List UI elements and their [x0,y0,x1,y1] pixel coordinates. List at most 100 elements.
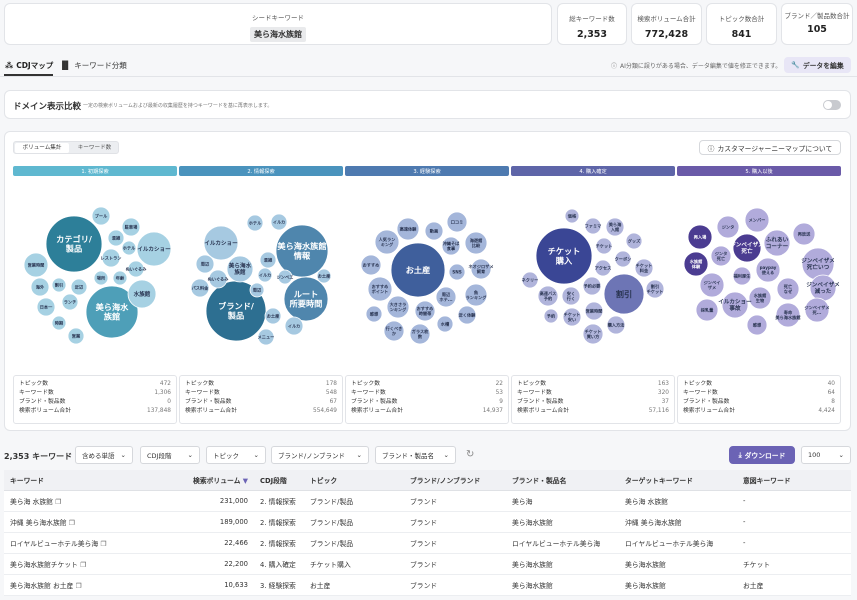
table-row[interactable]: 美ら海 水族館 ❐ 231,000 2. 情報探索 ブランド/製品 ブランド 美ら海 美ら海… [4,490,851,512]
phase-stat-row: トピック数 472 [19,380,171,389]
brand-count-value: 105 [807,24,827,35]
table-row[interactable]: 美ら海水族館 お土産 ❐ 10,633 3. 経験探索 お土産 ブランド 美ら海水族館 美ら… [4,574,851,596]
ai-notice: ⓘ AI分類に誤りがある場合、データ編集で値を修正できます。 [611,61,781,70]
domain-compare-title: ドメイン表示比較 [13,102,82,112]
phase-stat-row: キーワード数 53 [351,389,503,398]
tab-active-underline [4,74,53,76]
table-cell: 22,200 [176,553,254,575]
open-link-icon[interactable]: ❐ [66,518,75,527]
ai-notice-text: AI分類に誤りがある場合、データ編集で値を修正できます。 [620,63,782,70]
aggregate-toggle-group: ボリューム集計 キーワード数 [13,141,119,154]
table-cell: 美ら海水族館チケット ❐ [4,553,176,575]
download-button[interactable]: ⤓ ダウンロード [729,446,795,464]
about-cdj-label: カスタマージャーニーマップについて [717,144,833,153]
open-link-icon[interactable]: ❐ [52,497,62,506]
search-volume-card: 検索ボリューム合計 772,428 [631,3,702,45]
seed-keyword-tag: 美ら海水族館 [250,27,306,42]
seed-keyword-label: シードキーワード [252,14,304,22]
column-header[interactable]: CDJ段階 [254,470,304,491]
phase-stat-label: トピック数 [683,381,712,387]
help-icon: ⓘ [707,144,715,153]
phase-stat-value: 0 [167,399,171,405]
toggle-volume[interactable]: ボリューム集計 [15,143,69,153]
phase-stat-label: キーワード数 [185,390,220,396]
phase-stat-label: ブランド・製品数 [19,399,66,405]
toggle-keyword-count[interactable]: キーワード数 [77,145,112,151]
sort-desc-icon[interactable]: ▼ [240,476,248,485]
phase-stat-label: トピック数 [517,381,546,387]
tab-cdj-map[interactable]: ⁂ CDJマップ [5,60,53,71]
table-cell: - [737,490,851,512]
phase-stat-label: ブランド・製品数 [351,399,398,405]
filter-brand-product-label: ブランド・製品名 [382,452,434,460]
phase-stat-value: 14,937 [482,408,503,414]
filter-brand-nonbrand[interactable]: ブランド/ノンブランド ⌄ [271,446,369,464]
total-keywords-value: 2,353 [576,29,608,40]
phase-stat-value: 57,116 [648,408,669,414]
column-header[interactable]: キーワード [4,470,176,491]
table-row[interactable]: ロイヤルビューホテル美ら海 ❐ 22,466 2. 情報探索 ブランド/製品 ブランドロ… [4,532,851,554]
table-cell: 沖縄 美ら海水族館 ❐ [4,511,176,533]
phase-stat-value: 1,306 [154,390,171,396]
column-header[interactable]: トピック [304,470,404,491]
open-link-icon[interactable]: ❐ [98,539,107,548]
table-row[interactable]: 美ら海水族館チケット ❐ 22,200 4. 購入確定 チケット購入 ブランド 美ら海水族… [4,553,851,575]
phase-stat-row: ブランド・製品数 67 [185,398,337,407]
phase-stat-row: トピック数 40 [683,380,835,389]
phase-stat-row: 検索ボリューム合計 554,649 [185,407,337,416]
column-header[interactable]: 意図キーワード [737,470,851,491]
table-cell: チケット購入 [304,553,404,575]
table-cell: ブランド/製品 [304,511,404,533]
filter-cdj-stage[interactable]: CDJ段階 ⌄ [140,446,200,464]
keyword-count-label: キーワード [32,452,73,461]
phase-stat-value: 40 [827,381,835,387]
phase-stat-row: トピック数 22 [351,380,503,389]
table-cell: ブランド [404,511,506,533]
bar-chart-icon: ▐▌ [59,60,72,70]
phase-stat-value: 4,424 [818,408,835,414]
phase-stat-row: ブランド・製品数 9 [351,398,503,407]
filter-include-words[interactable]: 含める単語 ⌄ [75,446,133,464]
phase-stat-label: トピック数 [351,381,380,387]
table-row[interactable]: 沖縄 美ら海水族館 ❐ 189,000 2. 情報探索 ブランド/製品 ブランド 美ら海水… [4,511,851,533]
column-header[interactable]: ブランド/ノンブランド [404,470,506,491]
tab-keyword-classification[interactable]: ▐▌ キーワード分類 [59,60,127,71]
topic-count-card: トピック数合計 841 [706,3,777,45]
filter-topic[interactable]: トピック ⌄ [206,446,266,464]
refresh-icon[interactable]: ↻ [466,449,475,460]
phase-stat-value: 472 [159,381,171,387]
brand-count-label: ブランド／製品数合計 [784,12,850,20]
download-label: ダウンロード [744,452,786,460]
phase-stat-row: キーワード数 320 [517,389,669,398]
phase-header-4: 4. 購入確定 [511,166,675,176]
filter-brand-product[interactable]: ブランド・製品名 ⌄ [375,446,456,464]
per-page-select[interactable]: 100 ⌄ [801,446,851,464]
phase-stat-value: 163 [657,381,669,387]
phase-stat-row: 検索ボリューム合計 14,937 [351,407,503,416]
phase-header-1: 1. 初期探索 [13,166,177,176]
phase-stat-value: 22 [495,381,503,387]
phase-stats-5: トピック数 40 キーワード数 64 ブランド・製品数 8 検索ボリューム合計 4,424 [677,375,841,424]
chevron-down-icon: ⌄ [443,451,449,459]
column-header[interactable]: 検索ボリューム ▼ [176,470,254,491]
table-cell: 美ら海水族館 [619,574,737,596]
domain-compare-toggle[interactable] [823,100,841,110]
phase-stat-row: 検索ボリューム合計 137,848 [19,407,171,416]
phase-stat-row: トピック数 178 [185,380,337,389]
column-header[interactable]: ブランド・製品名 [506,470,619,491]
table-cell: お土産 [304,574,404,596]
table-cell: 10,633 [176,574,254,596]
phase-stat-value: 53 [495,390,503,396]
phase-stats-3: トピック数 22 キーワード数 53 ブランド・製品数 9 検索ボリューム合計 14,937 [345,375,509,424]
open-link-icon[interactable]: ❐ [73,581,82,590]
phase-header-3: 3. 経験探索 [345,166,509,176]
phase-stat-value: 64 [827,390,835,396]
column-header[interactable]: ターゲットキーワード [619,470,737,491]
keyword-count: 2,353 [4,452,30,461]
open-link-icon[interactable]: ❐ [77,560,87,569]
phase-stat-row: 検索ボリューム合計 4,424 [683,407,835,416]
table-cell: 美ら海水族館 [506,511,619,533]
edit-data-button[interactable]: 🔧 データを編集 [784,57,851,73]
table-cell: - [737,511,851,533]
about-cdj-button[interactable]: ⓘ カスタマージャーニーマップについて [699,140,841,155]
